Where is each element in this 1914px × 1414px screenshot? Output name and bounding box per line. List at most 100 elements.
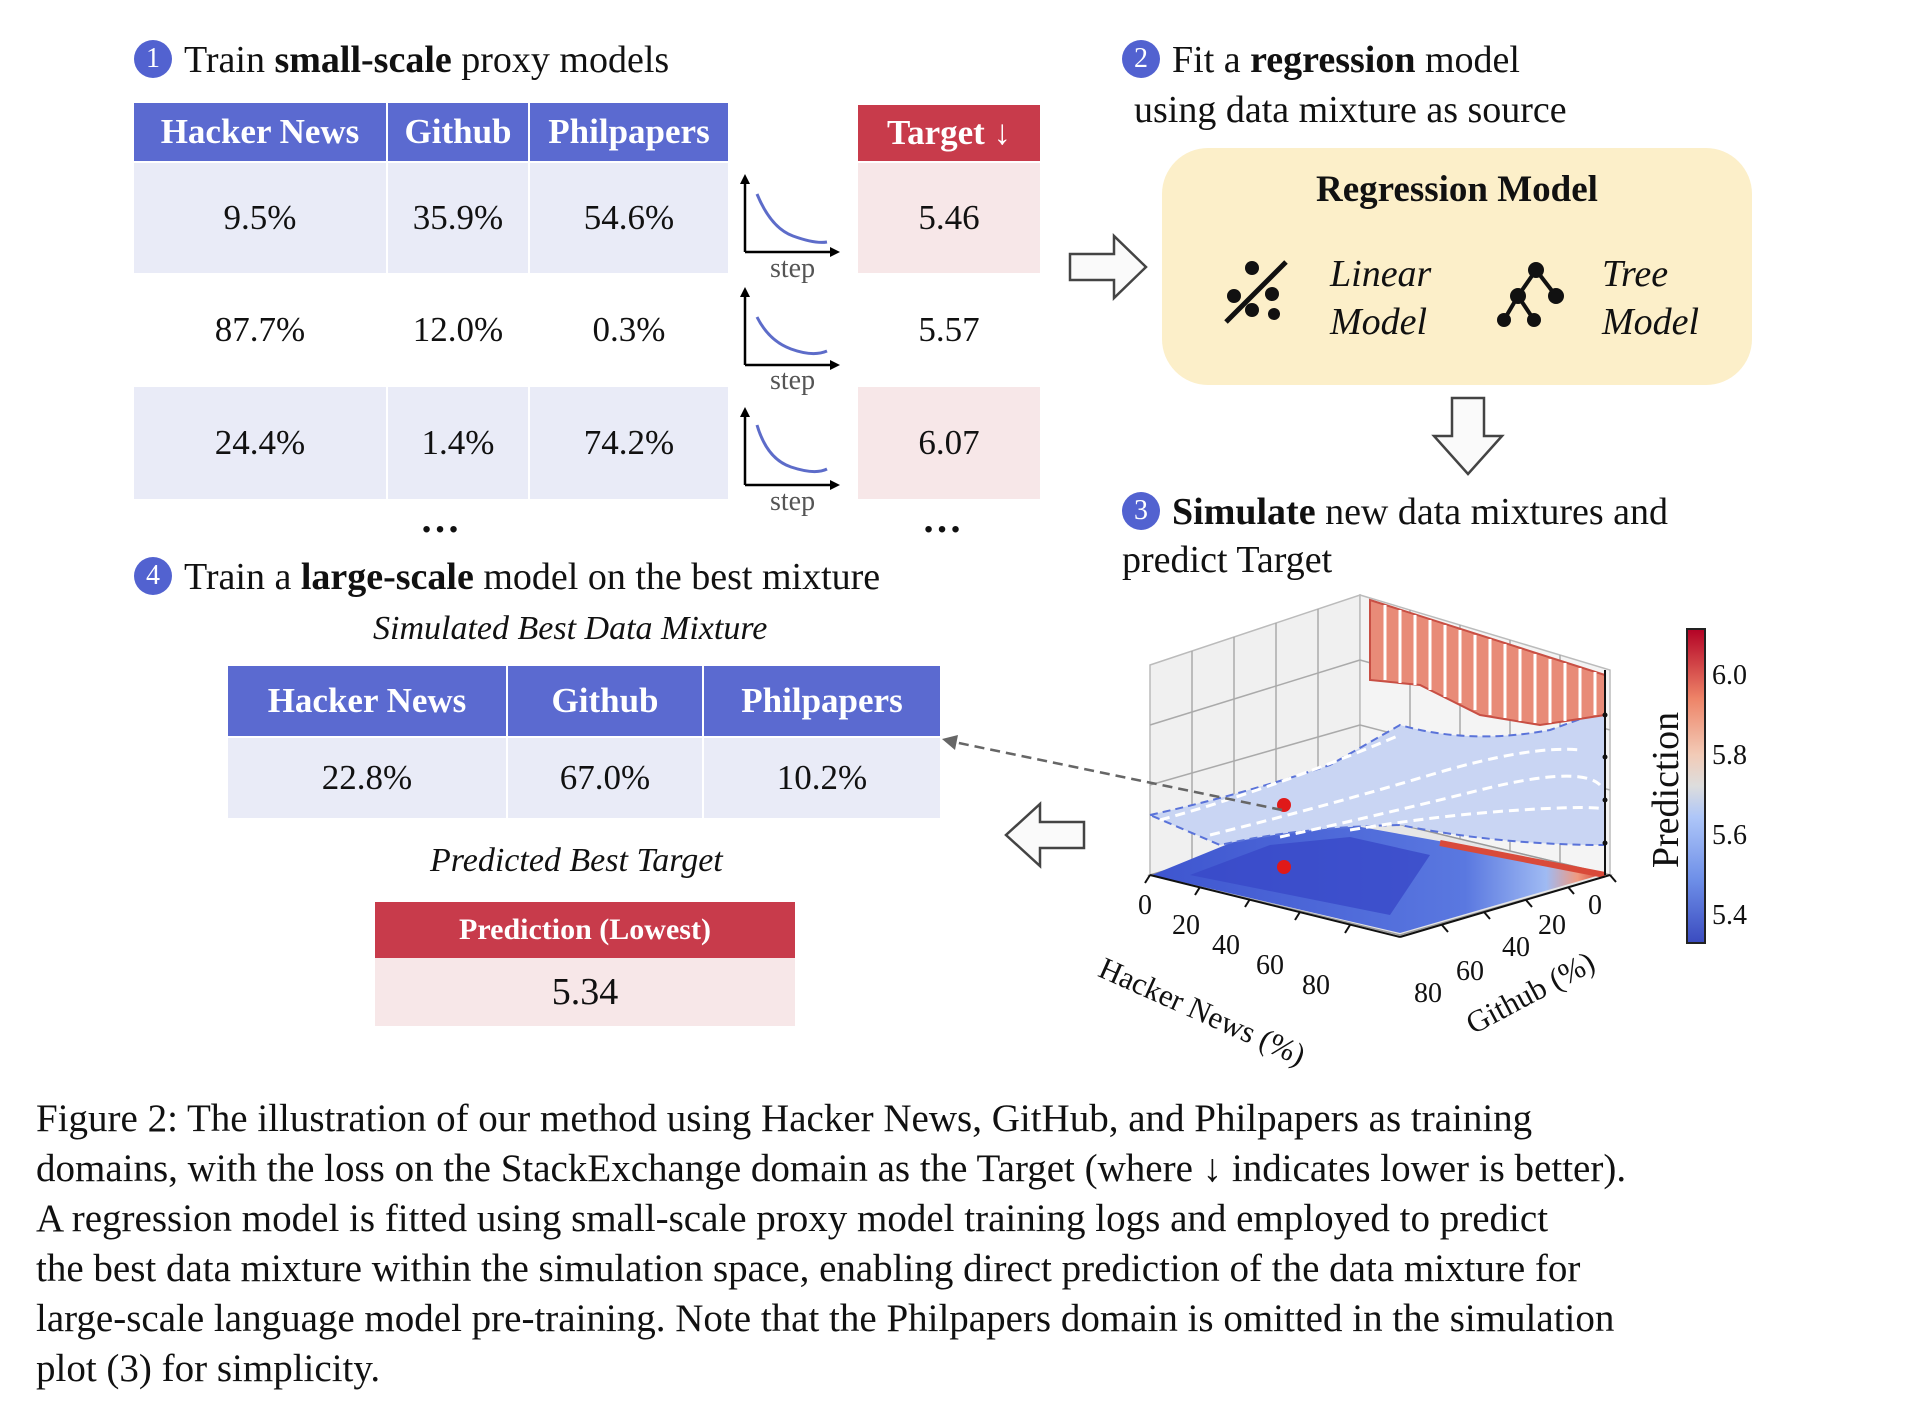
step2-post: model — [1415, 39, 1520, 81]
proxy-r3-gh: 1.4% — [388, 387, 528, 499]
proxy-r1-gh: 35.9% — [388, 163, 528, 273]
proxy-r1-target: 5.46 — [858, 163, 1040, 273]
left-arrow-icon — [1004, 801, 1086, 869]
linear-label-line1: Linear — [1330, 253, 1432, 295]
colorbar-tick: 5.4 — [1712, 900, 1747, 931]
colorbar-tick: 5.8 — [1712, 740, 1747, 771]
step1-post: proxy models — [451, 39, 670, 81]
best-target-value: 5.34 — [375, 958, 795, 1026]
best-header-pp: Philpapers — [704, 666, 940, 736]
linear-model-icon — [1224, 260, 1288, 324]
step-label: step — [770, 486, 816, 517]
step1-bold: small-scale — [274, 39, 452, 81]
tree-model-label: Tree Model — [1602, 250, 1699, 346]
colorbar-label: Prediction — [1645, 711, 1687, 869]
proxy-header-pp: Philpapers — [530, 103, 728, 161]
z-axis-ticks — [1602, 712, 1608, 846]
best-value-hn: 22.8% — [228, 738, 506, 818]
proxy-header-gh: Github — [388, 103, 528, 161]
step3-badge: 3 — [1122, 492, 1160, 531]
step2-pre: Fit a — [1172, 39, 1251, 81]
step4-post: model on the best mixture — [473, 556, 881, 598]
step4-bold: large-scale — [300, 556, 474, 598]
linear-label-line2: Model — [1330, 301, 1428, 343]
hn-tick: 0 — [1138, 890, 1152, 921]
best-value-gh: 67.0% — [508, 738, 702, 818]
step1-title: 1 Train small-scale proxy models — [134, 38, 669, 82]
proxy-r2-hn: 87.7% — [214, 310, 306, 349]
gh-tick: 60 — [1456, 956, 1484, 987]
step2-subtitle: using data mixture as source — [1134, 89, 1567, 131]
gh-tick: 20 — [1538, 910, 1566, 941]
loss-curve-icon — [740, 174, 840, 257]
down-arrow-icon — [1431, 396, 1505, 476]
caption-line: Figure 2: The illustration of our method… — [36, 1097, 1533, 1140]
hn-tick: 60 — [1256, 950, 1284, 981]
regression-title: Regression Model — [1316, 169, 1598, 210]
proxy-r3-pp: 74.2% — [530, 387, 728, 499]
proxy-r2-pp: 0.3% — [592, 310, 666, 349]
hn-tick: 40 — [1212, 930, 1240, 961]
best-target-header: Prediction (Lowest) — [375, 902, 795, 958]
step3-title: 3 Simulate new data mixtures and — [1122, 490, 1668, 534]
caption-line: A regression model is fitted using small… — [36, 1197, 1549, 1240]
step1-pre: Train — [184, 39, 275, 81]
loss-curve-icon — [740, 287, 840, 370]
colorbar-tick: 5.6 — [1712, 820, 1747, 851]
best-target-title: Predicted Best Target — [430, 842, 723, 879]
best-mixture-title: Simulated Best Data Mixture — [373, 610, 768, 647]
hn-tick: 20 — [1172, 910, 1200, 941]
proxy-r2-gh: 12.0% — [412, 310, 504, 349]
caption-line: domains, with the loss on the StackExcha… — [36, 1147, 1627, 1190]
caption-line: plot (3) for simplicity. — [36, 1347, 381, 1390]
proxy-r1-hn: 9.5% — [134, 163, 386, 273]
tree-model-icon — [1497, 262, 1564, 327]
step3-post: new data mixtures and — [1315, 491, 1669, 533]
step4-pre: Train a — [184, 556, 301, 598]
gh-tick: 40 — [1502, 932, 1530, 963]
proxy-r1-pp: 54.6% — [530, 163, 728, 273]
target-header: Target ↓ — [858, 105, 1040, 161]
target-ellipsis: … — [922, 496, 968, 541]
hn-tick: 80 — [1302, 970, 1330, 1001]
linear-model-label: Linear Model — [1330, 250, 1431, 346]
step3-bold: Simulate — [1172, 491, 1316, 533]
proxy-r3-hn: 24.4% — [134, 387, 386, 499]
step2-badge: 2 — [1122, 40, 1160, 79]
step4-badge: 4 — [134, 557, 172, 596]
step4-title: 4 Train a large-scale model on the best m… — [134, 555, 880, 599]
proxy-ellipsis: … — [420, 496, 466, 541]
dashed-pointer-arrow — [942, 735, 1283, 812]
gh-tick: 80 — [1414, 978, 1442, 1009]
best-value-pp: 10.2% — [704, 738, 940, 818]
proxy-r2-target: 5.57 — [918, 310, 980, 349]
best-header-gh: Github — [508, 666, 702, 736]
regression-model-box: Regression Model Linear Model Tree Model — [1162, 148, 1752, 385]
colorbar — [1686, 628, 1706, 944]
proxy-header-hn: Hacker News — [134, 103, 386, 161]
step1-badge: 1 — [134, 40, 172, 79]
tree-label-line1: Tree — [1602, 253, 1669, 295]
loss-curve-icon — [740, 407, 840, 490]
best-point-floor — [1277, 860, 1291, 874]
gh-tick: 0 — [1588, 890, 1602, 921]
caption-line: the best data mixture within the simulat… — [36, 1247, 1581, 1290]
proxy-r3-target: 6.07 — [858, 387, 1040, 499]
gh-axis-line — [1399, 874, 1611, 938]
best-header-hn: Hacker News — [228, 666, 506, 736]
hn-axis-line — [1149, 874, 1401, 938]
step2-title: 2 Fit a regression model — [1122, 38, 1520, 82]
step3-subtitle: predict Target — [1122, 539, 1333, 581]
step-label: step — [770, 253, 816, 284]
axis-ticks — [1144, 874, 1617, 934]
step2-bold: regression — [1250, 39, 1416, 81]
step-label: step — [770, 365, 816, 396]
colorbar-tick: 6.0 — [1712, 660, 1747, 691]
figure-caption: Figure 2: The illustration of our method… — [36, 1094, 1886, 1394]
right-arrow-icon — [1068, 233, 1148, 301]
tree-label-line2: Model — [1602, 301, 1700, 343]
contour-high-edge — [1439, 840, 1606, 878]
caption-line: large-scale language model pre-training.… — [36, 1297, 1615, 1340]
contour-low-region — [1190, 837, 1430, 915]
simulation-surface-plot — [1144, 593, 1617, 938]
